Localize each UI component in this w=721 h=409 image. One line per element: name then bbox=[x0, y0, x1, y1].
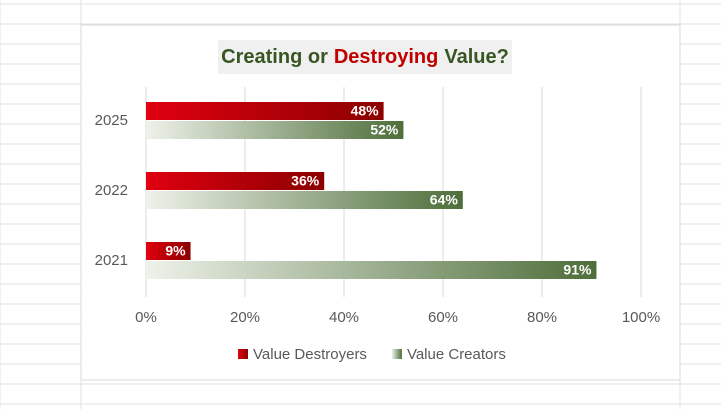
y-tick-label: 2025 bbox=[95, 112, 128, 129]
bar bbox=[146, 191, 463, 209]
bar bbox=[146, 102, 384, 120]
value-label: 9% bbox=[165, 243, 186, 259]
x-tick-label: 0% bbox=[135, 309, 157, 326]
bar bbox=[146, 261, 597, 279]
legend-label: Value Creators bbox=[407, 346, 506, 363]
chart-title: Creating or Destroying Value? bbox=[221, 46, 509, 68]
bar bbox=[146, 172, 325, 190]
legend-swatch bbox=[238, 349, 248, 359]
y-tick-label: 2021 bbox=[95, 252, 128, 269]
value-label: 91% bbox=[563, 262, 592, 278]
x-tick-label: 80% bbox=[527, 309, 557, 326]
x-tick-label: 40% bbox=[329, 309, 359, 326]
value-label: 64% bbox=[430, 192, 459, 208]
title-part: Value? bbox=[444, 46, 508, 68]
x-tick-label: 100% bbox=[622, 309, 660, 326]
bar bbox=[146, 121, 404, 139]
title-part: Creating or bbox=[221, 46, 328, 68]
legend-swatch bbox=[391, 349, 402, 359]
bar bbox=[146, 242, 191, 260]
legend-label: Value Destroyers bbox=[253, 346, 367, 363]
value-label: 52% bbox=[370, 122, 399, 138]
title-part: Destroying bbox=[334, 46, 438, 68]
value-label: 48% bbox=[351, 103, 380, 119]
y-tick-label: 2022 bbox=[95, 182, 128, 199]
title-box bbox=[218, 40, 512, 74]
x-tick-label: 60% bbox=[428, 309, 458, 326]
value-label: 36% bbox=[291, 173, 320, 189]
x-tick-label: 20% bbox=[230, 309, 260, 326]
